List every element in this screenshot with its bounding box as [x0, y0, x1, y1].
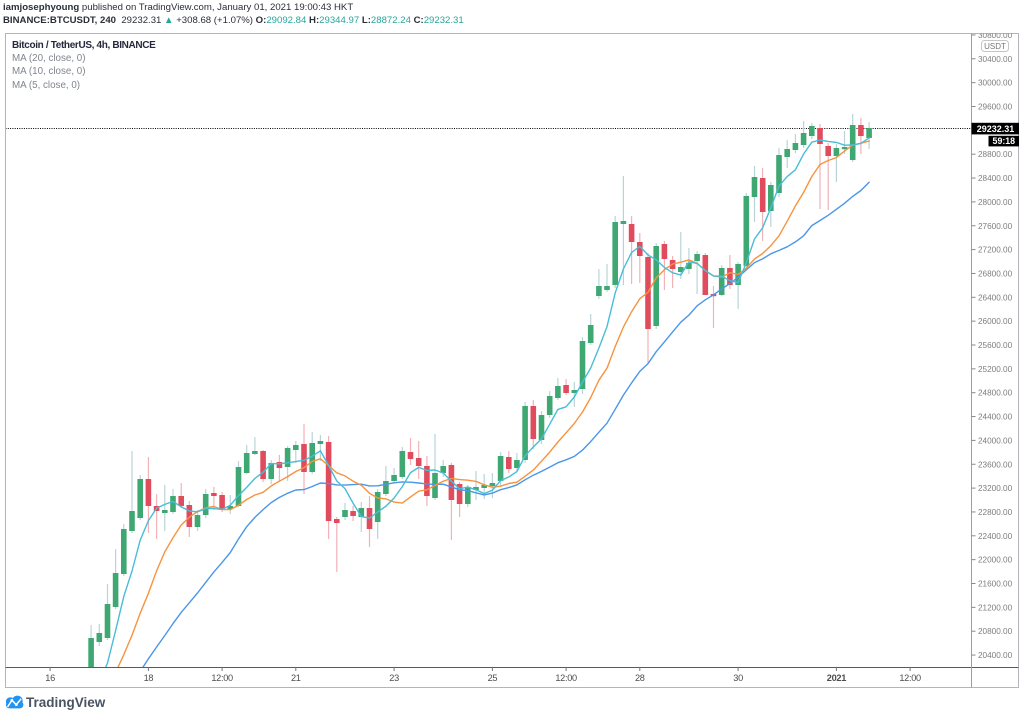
svg-text:12:00: 12:00: [555, 673, 577, 683]
svg-text:59:18: 59:18: [993, 136, 1016, 146]
svg-text:23200.00: 23200.00: [978, 484, 1013, 493]
svg-text:24000.00: 24000.00: [978, 436, 1013, 445]
svg-text:29232.31: 29232.31: [977, 124, 1015, 134]
svg-text:2021: 2021: [827, 673, 846, 683]
svg-text:27200.00: 27200.00: [978, 246, 1013, 255]
svg-text:21600.00: 21600.00: [978, 580, 1013, 589]
svg-text:24400.00: 24400.00: [978, 413, 1013, 422]
svg-text:22800.00: 22800.00: [978, 508, 1013, 517]
svg-text:26800.00: 26800.00: [978, 269, 1013, 278]
svg-text:23600.00: 23600.00: [978, 460, 1013, 469]
svg-text:30000.00: 30000.00: [978, 79, 1013, 88]
svg-text:29600.00: 29600.00: [978, 103, 1013, 112]
svg-text:21: 21: [291, 673, 301, 683]
svg-text:23: 23: [389, 673, 399, 683]
svg-text:USDT: USDT: [984, 42, 1006, 51]
svg-text:26000.00: 26000.00: [978, 317, 1013, 326]
svg-text:30: 30: [733, 673, 743, 683]
svg-text:28: 28: [635, 673, 645, 683]
svg-text:25600.00: 25600.00: [978, 341, 1013, 350]
svg-text:28400.00: 28400.00: [978, 174, 1013, 183]
svg-text:18: 18: [144, 673, 154, 683]
svg-text:12:00: 12:00: [211, 673, 233, 683]
svg-text:25: 25: [488, 673, 498, 683]
svg-text:26400.00: 26400.00: [978, 293, 1013, 302]
svg-text:20800.00: 20800.00: [978, 627, 1013, 636]
svg-text:20400.00: 20400.00: [978, 651, 1013, 660]
svg-text:21200.00: 21200.00: [978, 603, 1013, 612]
svg-text:30400.00: 30400.00: [978, 55, 1013, 64]
svg-text:30800.00: 30800.00: [978, 31, 1013, 40]
svg-text:16: 16: [45, 673, 55, 683]
svg-text:28000.00: 28000.00: [978, 198, 1013, 207]
svg-text:12:00: 12:00: [899, 673, 921, 683]
svg-text:28800.00: 28800.00: [978, 150, 1013, 159]
svg-text:25200.00: 25200.00: [978, 365, 1013, 374]
svg-text:27600.00: 27600.00: [978, 222, 1013, 231]
svg-text:22400.00: 22400.00: [978, 532, 1013, 541]
svg-text:22000.00: 22000.00: [978, 556, 1013, 565]
svg-text:24800.00: 24800.00: [978, 389, 1013, 398]
